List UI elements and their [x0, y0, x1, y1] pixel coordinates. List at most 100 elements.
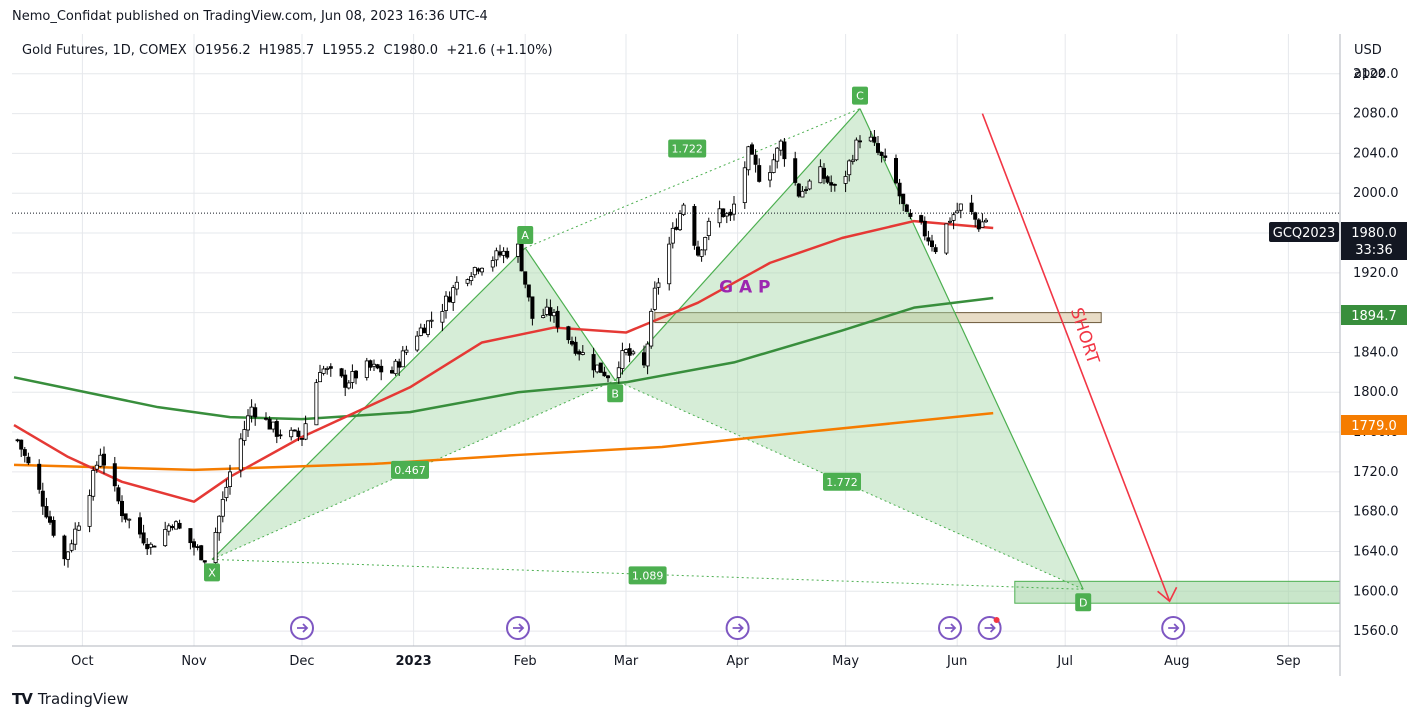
candle-body	[94, 464, 99, 470]
candle-body	[346, 382, 351, 389]
time-tick-label: Aug	[1164, 654, 1189, 669]
short-arrow-line	[981, 113, 1171, 602]
ma-orange-text: 1779.0	[1351, 419, 1397, 434]
last-price-text: 1980.0	[1351, 226, 1397, 241]
candle-body	[631, 351, 636, 355]
time-tick-label: Feb	[514, 654, 537, 669]
candle-body	[289, 429, 294, 438]
candle-body	[91, 470, 96, 497]
candle-body	[454, 281, 459, 290]
price-tick-label: 1920.0	[1353, 266, 1399, 281]
candle-body	[188, 528, 193, 544]
candle-body	[379, 365, 384, 373]
candle-body	[678, 213, 683, 231]
short-arrow-head	[1157, 586, 1178, 603]
price-tick-label: 1800.0	[1353, 385, 1399, 400]
candle-body	[876, 143, 881, 153]
candle-body	[681, 204, 686, 215]
candle-body	[674, 226, 679, 230]
price-tick-label: 1640.0	[1353, 544, 1399, 559]
ratio-badge	[391, 460, 429, 479]
candle-body	[303, 423, 308, 440]
candle-body	[980, 221, 985, 228]
candle-body	[577, 351, 582, 355]
ratio-badge	[628, 566, 667, 585]
pattern-point-label: B	[611, 387, 619, 400]
candle-body	[732, 203, 737, 215]
candle-body	[364, 360, 369, 378]
candle-body	[796, 183, 801, 197]
candle-body	[854, 139, 859, 161]
price-axis[interactable]: USD apoz 1560.0 1600.0 1640.0 1680.0 1720.0 1…	[1353, 43, 1399, 639]
candle-body	[199, 545, 204, 561]
candle-body	[472, 267, 477, 276]
candle-body	[793, 158, 798, 183]
candle-body	[350, 371, 355, 383]
event-arrow-icon	[513, 623, 525, 633]
candle-body	[476, 268, 481, 272]
published-caption: Nemo_Confidat published on TradingView.c…	[12, 9, 488, 24]
time-tick-label: May	[832, 654, 859, 669]
candle-body	[757, 165, 762, 182]
candle-body	[397, 361, 402, 368]
ratio-label: 1.089	[632, 569, 664, 582]
harmonic-pattern[interactable]	[211, 108, 1084, 590]
candle-body	[469, 276, 474, 281]
pattern-point-label: X	[208, 566, 216, 579]
legend-close: 1980.0	[392, 43, 439, 58]
candle-body	[501, 250, 506, 256]
candle-body	[526, 284, 531, 298]
pattern-point-label: C	[856, 90, 864, 103]
chart-frame[interactable]: X A B C D 0.467 1.722 1.772 1.089 G A P SHORT USD …	[12, 34, 1407, 676]
candle-body	[368, 360, 373, 368]
time-tick-label: 2023	[396, 654, 432, 669]
ticker-badge	[1269, 222, 1339, 242]
candle-body	[465, 279, 470, 284]
event-arrow-icon	[984, 623, 996, 633]
candle-body	[451, 287, 456, 303]
candle-body	[552, 312, 557, 317]
tradingview-brand[interactable]: TV TradingView	[12, 690, 128, 708]
candle-body	[227, 471, 232, 487]
candle-body	[443, 295, 448, 311]
price-tick-label: 2000.0	[1353, 186, 1399, 201]
candle-body	[832, 183, 837, 186]
price-badges: GCQ2023 1980.0 33:36 1894.7 1779.0	[1269, 222, 1407, 435]
event-markers[interactable]	[290, 616, 1186, 640]
ratio-label: 0.467	[394, 464, 426, 477]
candle-body	[782, 141, 787, 160]
candle-body	[69, 543, 74, 551]
candle-body	[847, 160, 852, 176]
candle-body	[314, 382, 319, 426]
time-axis[interactable]: Oct Nov Dec 2023 Feb Mar Apr May Jun Jul Aug Sep	[71, 654, 1301, 669]
ticker-badge-text: GCQ2023	[1273, 226, 1335, 241]
candle-body	[66, 551, 71, 560]
candle-body	[292, 429, 297, 432]
ratio-label: 1.772	[826, 476, 858, 489]
candle-body	[901, 193, 906, 205]
price-tick-label: 1680.0	[1353, 505, 1399, 520]
candle-body	[425, 320, 430, 335]
candle-body	[404, 349, 409, 353]
candle-body	[238, 438, 243, 471]
candle-body	[606, 375, 611, 379]
candle-body	[515, 243, 520, 257]
candle-body	[400, 350, 405, 368]
candle-body	[642, 352, 647, 366]
event-arrow-icon	[945, 623, 957, 633]
candle-body	[51, 520, 56, 536]
candle-body	[897, 182, 902, 197]
ma-orange-line	[13, 411, 994, 472]
candle-body	[195, 546, 200, 549]
candle-body	[44, 506, 49, 518]
candle-body	[580, 352, 585, 355]
candle-body	[778, 140, 783, 151]
candle-body	[807, 180, 812, 190]
candle-body	[548, 307, 553, 316]
candle-body	[667, 243, 672, 285]
candle-body	[904, 204, 909, 212]
candle-body	[894, 158, 899, 184]
candle-body	[245, 415, 250, 431]
